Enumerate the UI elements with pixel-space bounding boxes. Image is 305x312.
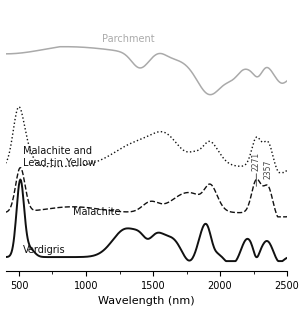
Text: 2271: 2271 [252,152,261,171]
Text: Malachite: Malachite [73,207,120,217]
Text: Malachite and
Lead-tin Yellow: Malachite and Lead-tin Yellow [23,146,96,168]
Text: Verdigris: Verdigris [23,245,66,255]
Text: Parchment: Parchment [102,34,155,44]
X-axis label: Wavelength (nm): Wavelength (nm) [98,296,195,306]
Text: 2357: 2357 [264,160,272,179]
